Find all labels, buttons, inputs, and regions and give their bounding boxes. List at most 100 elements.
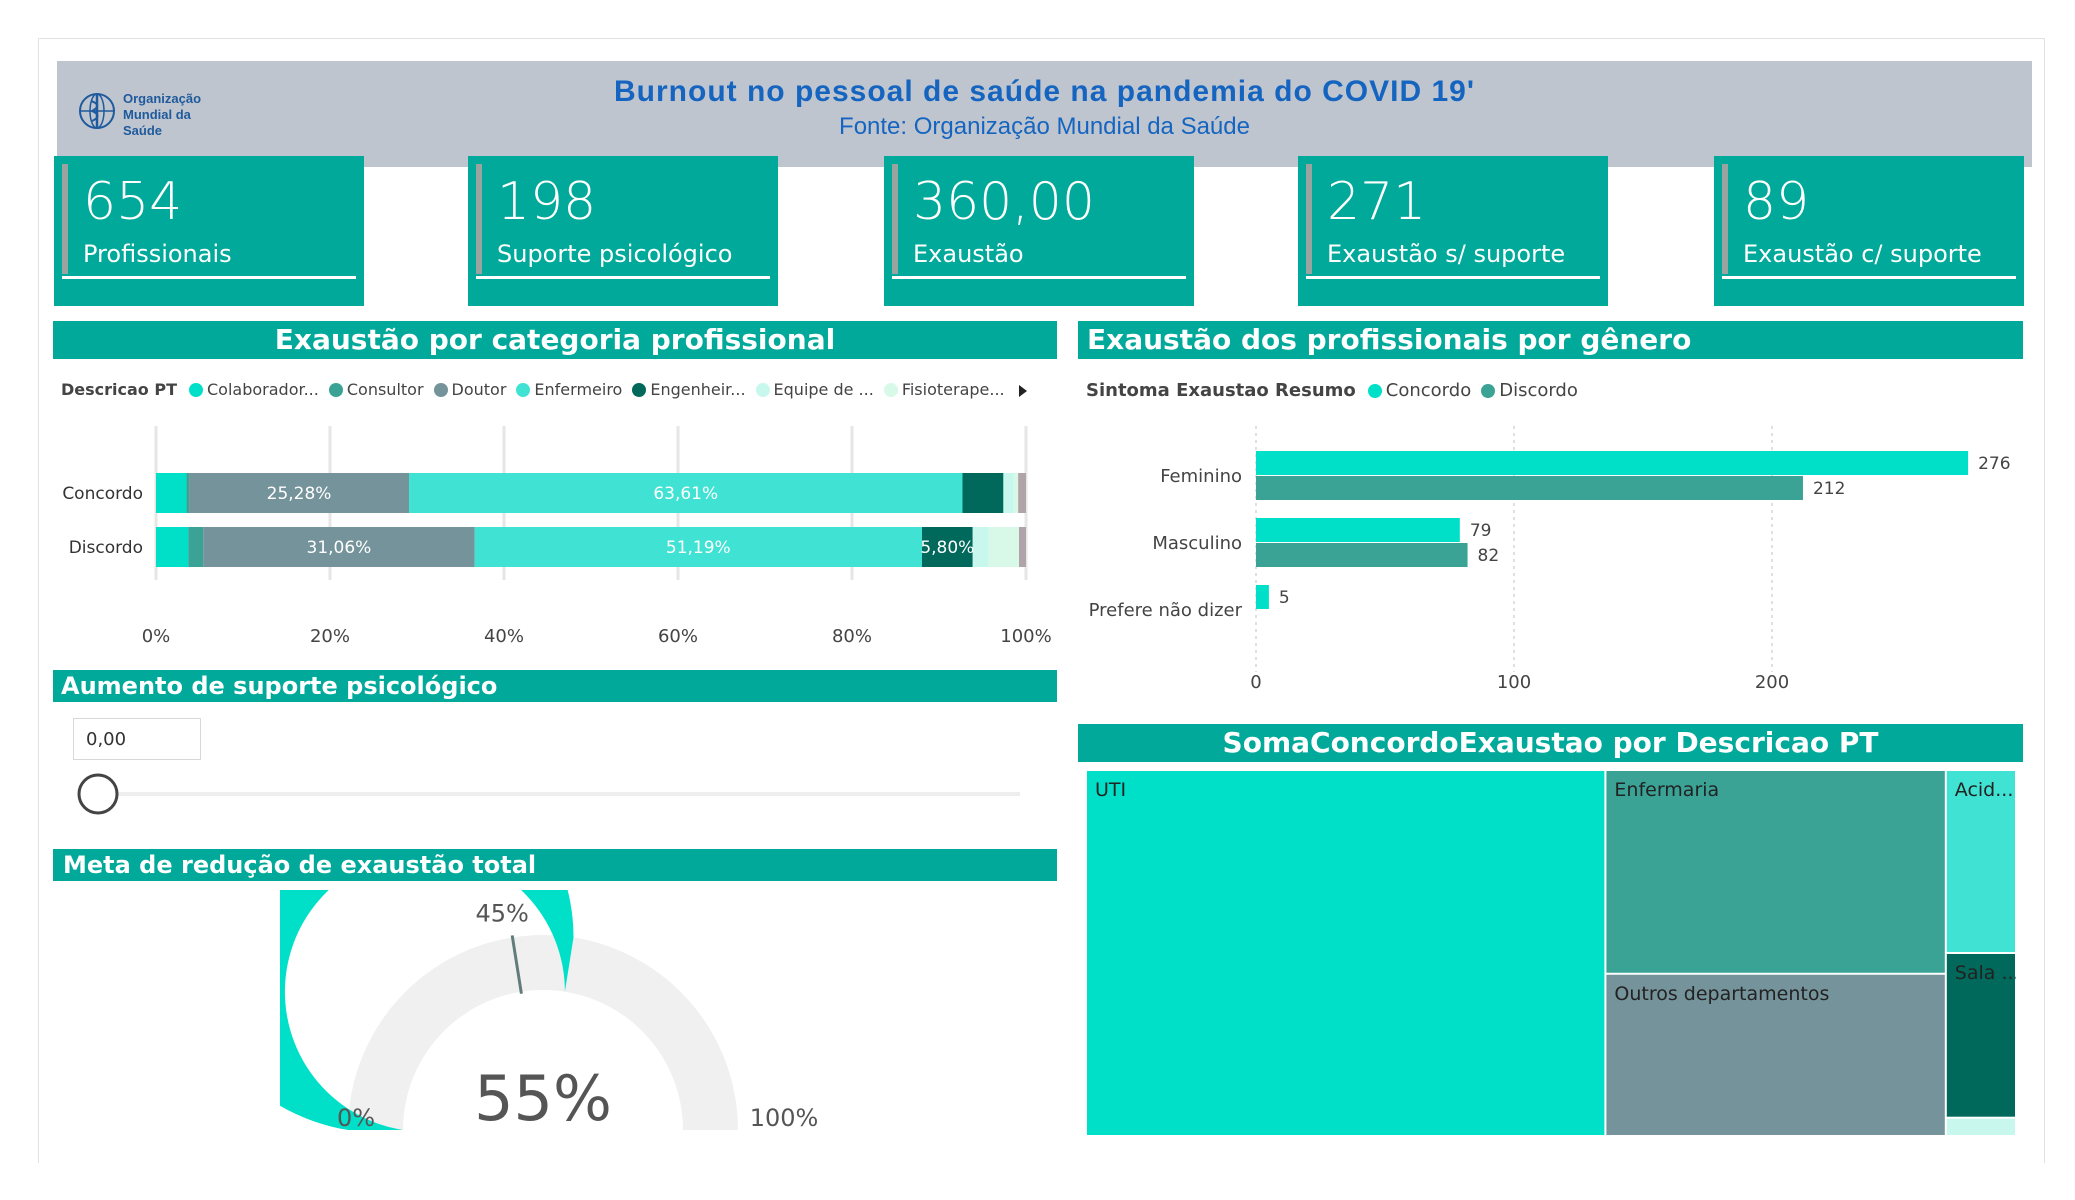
kpi-underline bbox=[476, 276, 770, 279]
legend-item-colaborador[interactable]: Colaborador... bbox=[189, 380, 319, 399]
report-header: Organização Mundial da Saúde Burnout no … bbox=[57, 61, 2032, 167]
legend-title: Descricao PT bbox=[61, 380, 177, 399]
legend-label: Equipe de ... bbox=[773, 380, 874, 399]
section-title-categoria: Exaustão por categoria profissional bbox=[53, 321, 1057, 359]
legend-item-concordo[interactable]: Concordo bbox=[1367, 380, 1472, 401]
legend-item-enfermeiro[interactable]: Enfermeiro bbox=[516, 380, 622, 399]
section-title-meta: Meta de redução de exaustão total bbox=[53, 849, 1057, 881]
legend-dot bbox=[632, 382, 647, 397]
legend-dot bbox=[883, 382, 898, 397]
who-emblem-icon bbox=[79, 93, 115, 129]
x-tick-label: 100% bbox=[1000, 626, 1051, 647]
treemap-cell bbox=[1946, 771, 2015, 952]
bar-segment bbox=[474, 527, 923, 567]
bar bbox=[1256, 585, 1269, 609]
legend-item-consultor[interactable]: Consultor bbox=[328, 380, 424, 399]
kpi-accent-bar bbox=[1306, 164, 1312, 274]
x-tick-label: 200 bbox=[1755, 672, 1789, 693]
suporte-slider[interactable] bbox=[70, 770, 1030, 820]
chart-treemap: UTI Enfermaria Outros departamentos Acid...… bbox=[1087, 771, 2016, 1135]
treemap-cell bbox=[1606, 974, 1945, 1135]
bar-segment bbox=[409, 473, 963, 513]
category-label: Prefere não dizer bbox=[1089, 600, 1243, 621]
bar-segment bbox=[1019, 527, 1026, 567]
bar-segment bbox=[186, 473, 190, 513]
bar-segment bbox=[1013, 473, 1019, 513]
bar-segment bbox=[156, 473, 187, 513]
logo-text-line1: Organização bbox=[123, 91, 202, 106]
x-tick-label: 100 bbox=[1497, 672, 1531, 693]
section-title-treemap: SomaConcordoExaustao por Descricao PT bbox=[1078, 724, 2023, 762]
kpi-card-exaustao[interactable]: 360,00 Exaustão bbox=[884, 156, 1194, 306]
treemap-label: Outros departamentos bbox=[1614, 983, 1829, 1005]
kpi-card-exaustao-sem-suporte[interactable]: 271 Exaustão s/ suporte bbox=[1298, 156, 1608, 306]
kpi-value: 360,00 bbox=[913, 172, 1095, 232]
legend-next-arrow-icon[interactable] bbox=[1016, 382, 1030, 400]
kpi-underline bbox=[892, 276, 1186, 279]
legend-label: Consultor bbox=[346, 380, 424, 399]
x-tick-label: 80% bbox=[832, 626, 872, 647]
treemap-label: UTI bbox=[1095, 779, 1126, 801]
bar-segment bbox=[203, 527, 475, 567]
legend-dot bbox=[433, 382, 448, 397]
gauge-meta: 45% 55% 0% 100% bbox=[280, 890, 819, 1135]
treemap-cell bbox=[1946, 1118, 2015, 1135]
bar bbox=[1256, 476, 1803, 500]
x-tick-label: 0 bbox=[1250, 672, 1261, 693]
kpi-accent-bar bbox=[1722, 164, 1728, 274]
kpi-value: 89 bbox=[1743, 172, 1810, 232]
who-logo: Organização Mundial da Saúde bbox=[75, 89, 230, 138]
data-label: 5 bbox=[1279, 588, 1290, 608]
legend-item-doutor[interactable]: Doutor bbox=[433, 380, 507, 399]
kpi-card-exaustao-com-suporte[interactable]: 89 Exaustão c/ suporte bbox=[1714, 156, 2024, 306]
legend-item-fisioterapeuta[interactable]: Fisioterape... bbox=[883, 380, 1005, 399]
gauge-min-label: 0% bbox=[337, 1104, 375, 1132]
category-label: Masculino bbox=[1152, 533, 1242, 554]
treemap-label: Enfermaria bbox=[1614, 779, 1719, 801]
treemap-label: Sala ... bbox=[1955, 962, 2016, 984]
slider-thumb[interactable] bbox=[77, 773, 119, 815]
bar-segment bbox=[962, 473, 1004, 513]
legend-item-equipe[interactable]: Equipe de ... bbox=[755, 380, 874, 399]
treemap-cell bbox=[1946, 954, 2015, 1117]
legend-categoria: Descricao PT Colaborador... Consultor Do… bbox=[61, 380, 1015, 399]
bar-segment bbox=[1018, 473, 1026, 513]
kpi-card-profissionais[interactable]: 654 Profissionais bbox=[54, 156, 364, 306]
data-label: 212 bbox=[1813, 479, 1845, 499]
legend-dot bbox=[516, 382, 531, 397]
kpi-label: Suporte psicológico bbox=[497, 240, 733, 268]
legend-label: Colaborador... bbox=[207, 380, 319, 399]
data-label: 31,06% bbox=[307, 538, 372, 558]
data-label: 5,80% bbox=[920, 538, 974, 558]
data-label: 79 bbox=[1470, 521, 1492, 541]
legend-item-discordo[interactable]: Discordo bbox=[1481, 380, 1578, 401]
gauge-max-label: 100% bbox=[750, 1104, 819, 1132]
kpi-underline bbox=[62, 276, 356, 279]
kpi-accent-bar bbox=[892, 164, 898, 274]
kpi-value: 271 bbox=[1327, 172, 1427, 232]
legend-label: Enfermeiro bbox=[534, 380, 623, 399]
kpi-label: Profissionais bbox=[83, 240, 232, 268]
data-label: 51,19% bbox=[666, 538, 731, 558]
legend-label: Concordo bbox=[1385, 380, 1472, 401]
gauge-value-arc bbox=[280, 890, 574, 1130]
legend-label: Fisioterape... bbox=[901, 380, 1005, 399]
legend-label: Doutor bbox=[451, 380, 507, 399]
suporte-value-input[interactable]: 0,00 bbox=[73, 718, 201, 760]
data-label: 25,28% bbox=[267, 484, 332, 504]
bar-segment bbox=[156, 527, 189, 567]
treemap-cell bbox=[1087, 771, 1605, 1135]
gauge-track bbox=[348, 935, 738, 1130]
kpi-card-suporte[interactable]: 198 Suporte psicológico bbox=[468, 156, 778, 306]
x-tick-label: 20% bbox=[310, 626, 350, 647]
legend-item-engenheiro[interactable]: Engenheir... bbox=[632, 380, 746, 399]
logo-text: Organização Mundial da Saúde bbox=[123, 91, 230, 139]
bar-segment bbox=[188, 527, 204, 567]
kpi-underline bbox=[1722, 276, 2016, 279]
report-subtitle: Fonte: Organização Mundial da Saúde bbox=[839, 113, 1250, 140]
legend-dot bbox=[1481, 383, 1496, 398]
chart-genero: 0 100 200 Feminino 276 212 Masculino 79 82 Prefer… bbox=[1089, 426, 2011, 693]
x-tick-label: 0% bbox=[142, 626, 171, 647]
chart-categoria: 0% 20% 40% 60% 80% 100% Concordo Discordo 25,28%… bbox=[62, 426, 1052, 647]
report-frame bbox=[38, 38, 2045, 1163]
